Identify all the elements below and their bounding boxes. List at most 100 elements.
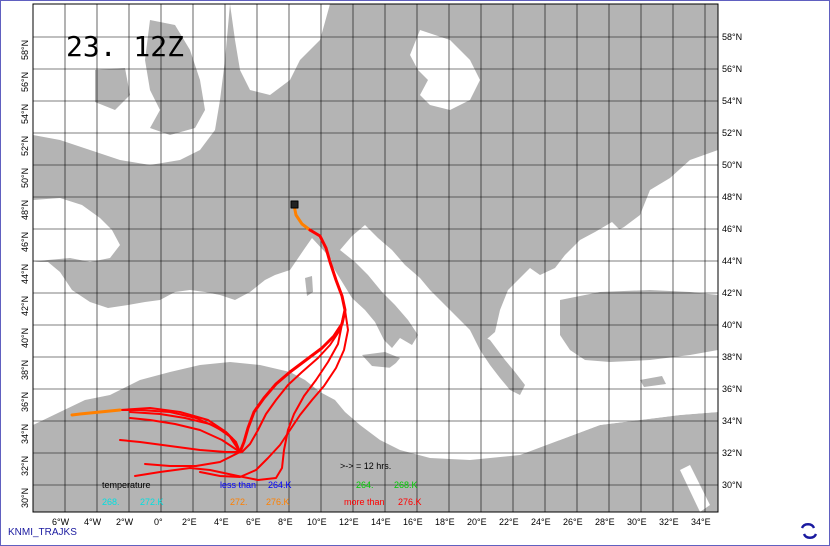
trajectory-origin-marker	[290, 200, 299, 209]
trajectory-1	[241, 309, 346, 453]
ireland-land	[95, 68, 130, 110]
lat-tick-label-left: 38°N	[20, 360, 30, 380]
lat-tick-label-right: 48°N	[722, 192, 742, 202]
legend-more-than: more than	[344, 497, 385, 507]
lat-tick-label-right: 54°N	[722, 96, 742, 106]
lon-tick-label: 12°E	[339, 517, 359, 527]
eastern-mediterranean	[365, 350, 718, 455]
temperature-legend: temperature less than 264.K 264. 268.K 2…	[102, 480, 422, 507]
trajectory-3	[134, 323, 343, 481]
lon-tick-label: 4°W	[84, 517, 102, 527]
legend-less-value: 264.K	[268, 480, 292, 490]
lon-tick-label: 2°E	[182, 517, 197, 527]
cyprus-land	[640, 376, 666, 387]
lon-tick-label: 2°W	[116, 517, 134, 527]
red-sea	[680, 465, 710, 512]
lat-tick-label-right: 42°N	[722, 288, 742, 298]
lon-tick-label: 18°E	[435, 517, 455, 527]
baltic-sea	[410, 30, 480, 110]
greece-land	[470, 330, 525, 395]
lat-tick-label-left: 52°N	[20, 136, 30, 156]
legend-more-value: 276.K	[398, 497, 422, 507]
lon-tick-label: 30°E	[627, 517, 647, 527]
footer-label: KNMI_TRAJKS	[8, 527, 77, 538]
lat-tick-label-right: 46°N	[722, 224, 742, 234]
bay-of-biscay-sea	[33, 198, 120, 262]
legend-title: temperature	[102, 480, 151, 490]
trajectory-7	[119, 407, 241, 453]
lat-tick-label-right: 36°N	[722, 384, 742, 394]
map-panel: 23. 12Z >-> = 12 hrs. temperature less t…	[32, 3, 719, 513]
lat-tick-label-right: 40°N	[722, 320, 742, 330]
legend-green-low: 264.	[356, 480, 374, 490]
latitude-labels-left: 30°N 32°N 34°N 36°N 38°N 40°N 42°N 44°N …	[20, 40, 30, 508]
trajectory-9	[144, 451, 241, 467]
latitude-labels-right: 30°N 32°N 34°N 36°N 38°N 40°N 42°N 44°N …	[722, 32, 742, 490]
lat-tick-label-left: 56°N	[20, 72, 30, 92]
trajectories	[70, 200, 349, 481]
western-mediterranean	[100, 295, 360, 392]
black-sea	[598, 220, 718, 276]
lat-tick-label-left: 36°N	[20, 392, 30, 412]
lat-tick-label-left: 32°N	[20, 456, 30, 476]
lon-tick-label: 32°E	[659, 517, 679, 527]
lat-tick-label-right: 32°N	[722, 448, 742, 458]
lon-tick-label: 8°E	[278, 517, 293, 527]
lat-tick-label-left: 50°N	[20, 168, 30, 188]
lon-tick-label: 28°E	[595, 517, 615, 527]
lon-tick-label: 24°E	[531, 517, 551, 527]
sicily-land	[362, 352, 400, 368]
trajectory-8	[119, 439, 241, 453]
lat-tick-label-right: 38°N	[722, 352, 742, 362]
lon-tick-label: 26°E	[563, 517, 583, 527]
arrow-note: >-> = 12 hrs.	[340, 461, 391, 471]
lat-tick-label-left: 42°N	[20, 296, 30, 316]
italy-land	[330, 250, 418, 348]
corsica-land	[305, 276, 313, 296]
north-sea	[230, 4, 330, 95]
lon-tick-label: 0°	[154, 517, 163, 527]
britain-land	[145, 20, 205, 135]
lat-tick-label-left: 46°N	[20, 232, 30, 252]
knmi-logo-icon	[798, 522, 820, 545]
land-masses	[33, 4, 718, 512]
lat-tick-label-right: 34°N	[722, 416, 742, 426]
lat-tick-label-left: 30°N	[20, 488, 30, 508]
lon-tick-label: 6°W	[52, 517, 70, 527]
trajectory-4	[129, 417, 241, 453]
legend-green-high: 268.K	[394, 480, 418, 490]
lon-tick-label: 16°E	[403, 517, 423, 527]
lon-tick-label: 4°E	[214, 517, 229, 527]
legend-cyan-high: 272.K	[140, 497, 164, 507]
lon-tick-label: 20°E	[467, 517, 487, 527]
adriatic-sea	[365, 260, 432, 318]
lat-tick-label-left: 48°N	[20, 200, 30, 220]
lon-tick-label: 6°E	[246, 517, 261, 527]
lon-tick-label: 10°E	[307, 517, 327, 527]
lat-tick-label-right: 58°N	[722, 32, 742, 42]
longitude-labels: 6°W 4°W 2°W 0° 2°E 4°E 6°E 8°E 10°E 12°E…	[52, 517, 711, 527]
lat-tick-label-right: 56°N	[722, 64, 742, 74]
lat-tick-label-right: 52°N	[722, 128, 742, 138]
lat-tick-label-left: 54°N	[20, 104, 30, 124]
lat-tick-label-right: 50°N	[722, 160, 742, 170]
legend-cyan-low: 268.	[102, 497, 120, 507]
lon-tick-label: 34°E	[691, 517, 711, 527]
lat-tick-label-right: 30°N	[722, 480, 742, 490]
lat-tick-label-left: 44°N	[20, 264, 30, 284]
time-stamp: 23. 12Z	[66, 30, 184, 63]
legend-orange-low: 272.	[230, 497, 248, 507]
lon-tick-label: 14°E	[371, 517, 391, 527]
lat-tick-label-right: 44°N	[722, 256, 742, 266]
lat-tick-label-left: 34°N	[20, 424, 30, 444]
lat-tick-label-left: 58°N	[20, 40, 30, 60]
trajectory-red-trunk	[238, 228, 347, 454]
legend-orange-high: 276.K	[266, 497, 290, 507]
trajectory-orange-segment	[292, 203, 312, 232]
trajectory-orange-west	[70, 408, 122, 417]
lon-tick-label: 22°E	[499, 517, 519, 527]
turkey-land	[560, 290, 718, 362]
trajectory-2	[199, 309, 349, 478]
lat-tick-label-left: 40°N	[20, 328, 30, 348]
